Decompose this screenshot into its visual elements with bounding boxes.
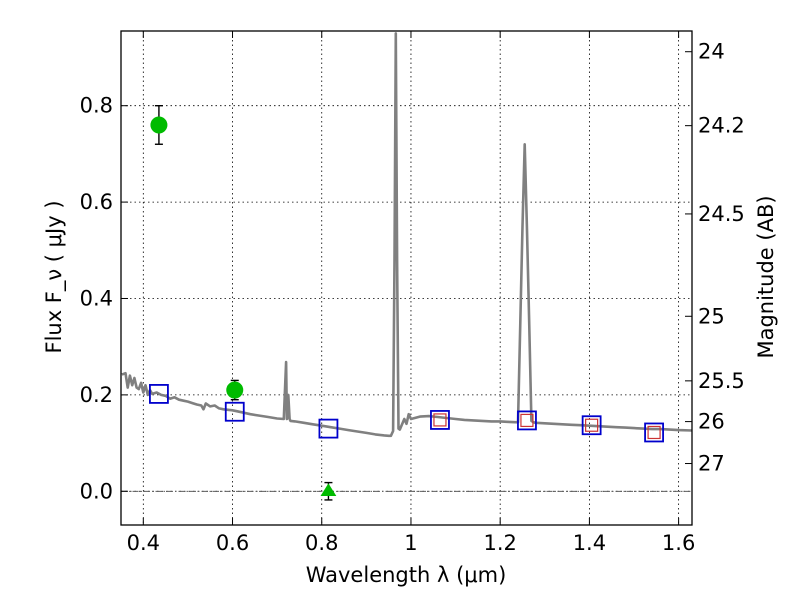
right-axis-label: Magnitude (AB)	[754, 195, 778, 358]
x-axis-label: Wavelength λ (μm)	[306, 563, 507, 587]
right-tick-label: 26	[698, 410, 725, 434]
data-point-square	[581, 415, 602, 436]
data-point-square	[224, 401, 245, 422]
right-tick-label: 25.5	[698, 369, 745, 393]
data-point-circle	[150, 116, 168, 134]
data-point-triangle	[320, 483, 337, 496]
x-tick-label: 1	[404, 531, 417, 555]
x-axis: 0.4 0.6 0.8 1 1.2 1.4 1.6	[127, 31, 695, 555]
right-tick-label: 24	[698, 40, 725, 64]
markers	[149, 105, 664, 501]
data-point-square-small	[647, 425, 661, 440]
data-point-square-small	[433, 413, 447, 427]
data-point-square	[430, 410, 450, 430]
data-point-square	[318, 418, 339, 439]
plot-frame	[120, 30, 693, 526]
right-tick-label: 24.5	[698, 202, 745, 226]
x-tick-label: 1.6	[662, 531, 695, 555]
x-tick-label: 0.4	[127, 531, 160, 555]
x-tick-label: 1.4	[573, 531, 606, 555]
data-point-circle	[226, 381, 244, 399]
right-tick-label: 24.2	[698, 114, 745, 138]
right-tick-label: 27	[698, 452, 725, 476]
data-point-square	[149, 384, 169, 404]
y-tick-label: 0.0	[80, 479, 113, 503]
data-point-square	[517, 410, 537, 431]
y-tick-label: 0.6	[80, 190, 113, 214]
x-tick-label: 1.2	[483, 531, 516, 555]
y-tick-label: 0.2	[80, 383, 113, 407]
x-tick-label: 0.6	[216, 531, 249, 555]
y-tick-label: 0.4	[80, 286, 113, 310]
data-point-square-small	[520, 413, 534, 428]
x-tick-label: 0.8	[305, 531, 338, 555]
y-tick-label: 0.8	[80, 94, 113, 118]
right-tick-label: 25	[698, 304, 725, 328]
data-point-square-small	[585, 418, 599, 432]
right-axis: 24 24.2 24.5 25 25.5 26 27	[685, 40, 745, 476]
y-axis-label: Flux F_ν ( μJy )	[42, 200, 67, 353]
data-point-square	[644, 422, 664, 443]
y-axis: 0.0 0.2 0.4 0.6 0.8	[80, 94, 128, 503]
